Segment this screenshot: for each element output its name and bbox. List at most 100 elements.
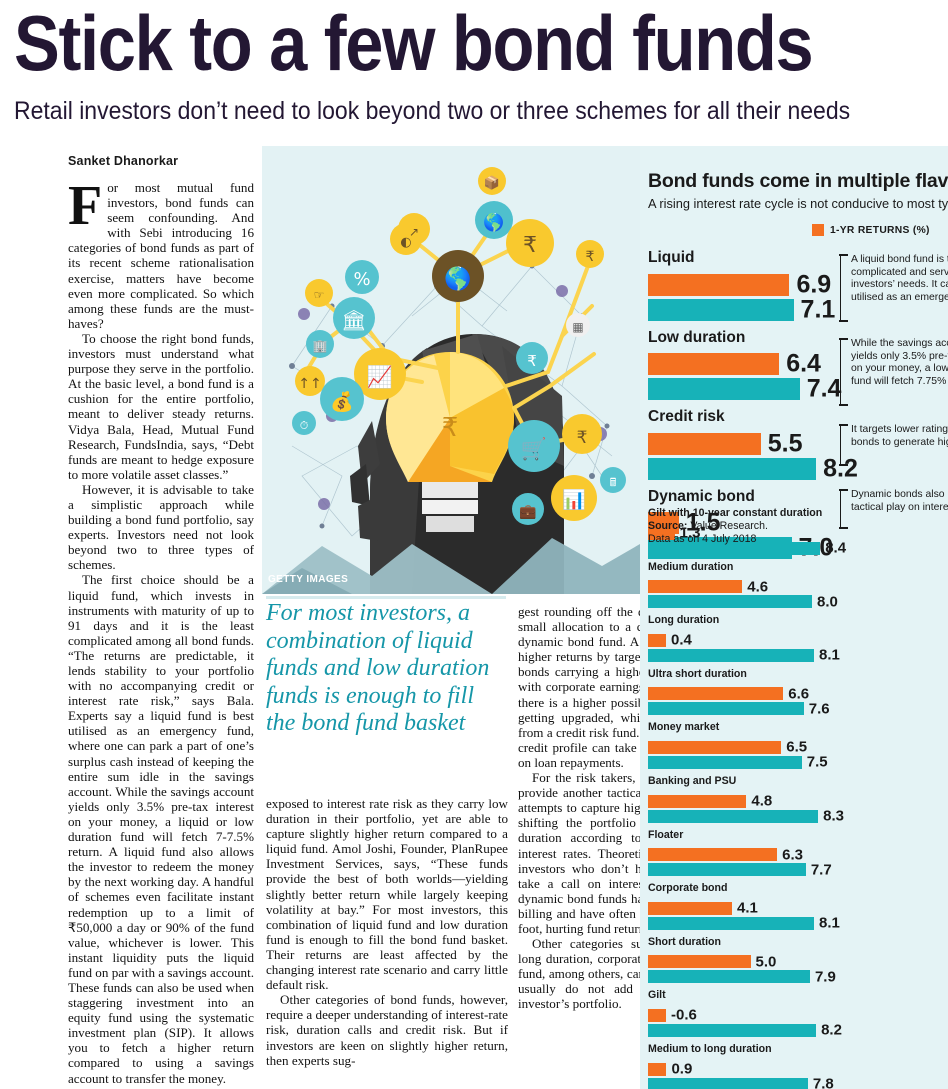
bar-value-1yr: 4.8	[751, 792, 773, 810]
bar-category-label: Short duration	[648, 935, 721, 948]
bar-category-label: Gilt	[648, 989, 666, 1002]
svg-text:🏛: 🏛	[341, 308, 366, 332]
bar-row-1yr: 6.9	[648, 270, 948, 298]
bar-value-3yr: 8.1	[819, 914, 840, 932]
bar-category-label: Money market	[648, 721, 720, 734]
paragraph: However, it is advisable to take a simpl…	[68, 481, 254, 573]
bar-3yr	[648, 970, 810, 984]
bar-value-1yr: 1.3	[679, 524, 701, 542]
bar-3yr	[648, 595, 812, 609]
bar-row-1yr: 4.8	[648, 792, 948, 810]
bar-row-1yr: 6.5	[648, 738, 948, 756]
source-label: Source:	[648, 520, 688, 532]
paragraph-text: or most mutual fund investors, bond fund…	[68, 180, 254, 331]
annotation-low-duration: While the savings account yields only 3.…	[839, 338, 948, 406]
bar-category-label: Liquid	[648, 249, 695, 266]
bar-value-3yr: 8.3	[823, 807, 844, 825]
bar-row-1yr: 6.3	[648, 847, 948, 862]
bar-1yr	[648, 273, 790, 296]
bar-row-1yr: 6.6	[648, 686, 948, 701]
legend-label-1yr: 1-YR RETURNS (%)	[830, 224, 930, 236]
bar-1yr	[648, 526, 675, 540]
bar-category-label: Medium duration	[648, 560, 734, 573]
bar-value-1yr: 4.6	[747, 578, 769, 596]
bar-1yr	[648, 633, 666, 647]
bar-1yr	[648, 353, 780, 375]
bar-group: Long duration 0.4 8.1	[648, 615, 948, 664]
svg-text:↑↑: ↑↑	[298, 376, 321, 392]
article-illustration: ₹	[262, 146, 640, 594]
pullquote-rule	[266, 596, 506, 599]
svg-text:₹: ₹	[442, 413, 459, 443]
bar-category-label: Gilt with 10-year constant duration	[648, 507, 823, 519]
svg-text:🖩: 🖩	[610, 476, 617, 489]
bar-row-1yr: 0.4	[648, 633, 948, 648]
bar-category-label: Floater	[648, 828, 684, 841]
svg-text:🌎: 🌎	[483, 212, 504, 233]
bar-row-1yr: -0.6	[648, 1008, 948, 1023]
bar-row-3yr: 7.4	[648, 376, 948, 401]
bar-3yr	[648, 541, 821, 555]
bar-row-3yr: 7.6	[648, 701, 948, 716]
bar-row-3yr: 7.7	[648, 862, 948, 877]
bar-group: Liquid 6.9 7.1	[648, 249, 948, 322]
paragraph: Other categories of bond funds, however,…	[266, 992, 508, 1068]
bar-3yr	[648, 457, 817, 480]
bar-value-3yr: 7.5	[806, 753, 828, 771]
svg-text:💰: 💰	[330, 390, 354, 413]
bar-group: Low duration 6.4 7.4	[648, 329, 948, 401]
bar-category-label: Ultra short duration	[648, 667, 747, 680]
bar-row-1yr: 4.1	[648, 899, 948, 917]
svg-text:🛒: 🛒	[521, 436, 547, 461]
bar-group: Short duration 5.0 7.9	[648, 937, 948, 984]
bar-group: Banking and PSU 4.8 8.3	[648, 776, 948, 825]
bar-1yr	[648, 848, 778, 862]
photo-credit: GETTY IMAGES	[268, 574, 349, 585]
bar-1yr	[648, 955, 751, 969]
svg-text:🏢: 🏢	[313, 339, 328, 353]
bar-group: Corporate bond 4.1 8.1	[648, 883, 948, 932]
bar-value-1yr: 6.4	[786, 349, 821, 378]
bar-value-1yr: 6.9	[796, 270, 832, 298]
bar-row-1yr: 5.5	[648, 429, 948, 457]
svg-text:📈: 📈	[367, 364, 393, 389]
bar-value-1yr: 5.5	[767, 429, 803, 457]
bar-value-3yr: 8.2	[821, 1021, 842, 1039]
bar-1yr	[648, 687, 784, 701]
bar-group: Money market 6.5 7.5	[648, 721, 948, 771]
bar-group: Ultra short duration 6.6 7.6	[648, 669, 948, 716]
bar-3yr	[648, 1023, 817, 1037]
bar-row-3yr: 8.1	[648, 646, 948, 664]
bar-1yr	[648, 1008, 666, 1022]
drop-cap: F	[68, 180, 103, 237]
bar-row-3yr: 8.2	[648, 1021, 948, 1039]
svg-text:₹: ₹	[527, 352, 537, 370]
svg-text:💼: 💼	[519, 504, 537, 520]
legend-item-1yr: 1-YR RETURNS (%)	[812, 224, 930, 236]
bar-3yr	[648, 809, 819, 823]
bar-row-3yr: 8.1	[648, 914, 948, 932]
bar-value-3yr: 7.8	[812, 1075, 834, 1089]
bar-row-1yr: 6.4	[648, 349, 948, 378]
bar-value-3yr: 8.1	[819, 646, 840, 664]
svg-text:📊: 📊	[562, 488, 586, 511]
bar-1yr	[648, 580, 743, 594]
bar-group: Floater 6.3 7.7	[648, 828, 948, 877]
bar-row-3yr: 8.3	[648, 807, 948, 825]
chart-subtitle: A rising interest rate cycle is not cond…	[648, 196, 948, 211]
bar-category-label: Dynamic bond	[648, 487, 755, 505]
bar-row-1yr: 0.9	[648, 1062, 948, 1077]
body-column-middle: exposed to interest rate risk as they ca…	[266, 796, 508, 1088]
bar-value-1yr: 6.5	[786, 738, 808, 756]
bar-value-3yr: 8.0	[817, 593, 838, 611]
bar-3yr	[648, 863, 806, 877]
svg-text:↗: ↗	[409, 225, 419, 239]
bar-row-3yr: 8.2	[648, 456, 948, 481]
bar-1yr	[648, 432, 761, 455]
bar-value-1yr: 1.5	[685, 508, 721, 537]
bar-value-3yr: 7.9	[814, 968, 836, 986]
bar-value-1yr: 4.1	[737, 899, 758, 917]
